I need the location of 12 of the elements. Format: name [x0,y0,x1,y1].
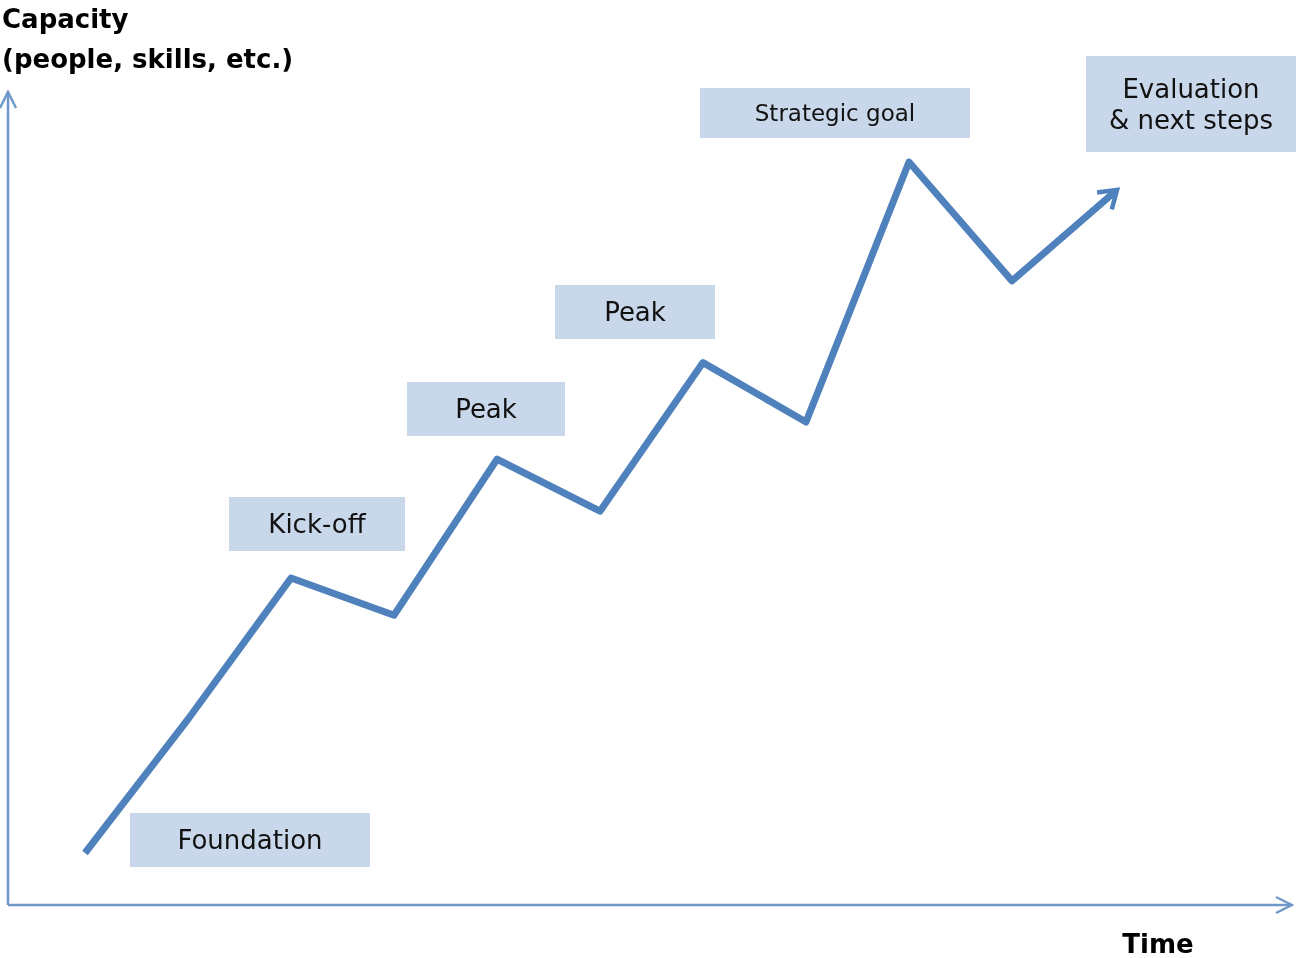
label-box: Kick-off [229,497,405,551]
annotation: Peak [455,394,517,425]
label-box: Evaluation & next steps [1086,56,1296,152]
annotation: Peak [604,297,666,328]
label-box: Foundation [130,813,370,867]
annotation: Foundation [177,825,323,856]
label-box: Strategic goal [700,88,970,138]
label-box: Peak [555,285,715,339]
x-axis-title: Time [1122,929,1194,958]
annotation: Kick-off [268,509,367,540]
y-axis-title: Capacity (people, skills, etc.) [2,4,294,74]
label-box: Peak [407,382,565,436]
